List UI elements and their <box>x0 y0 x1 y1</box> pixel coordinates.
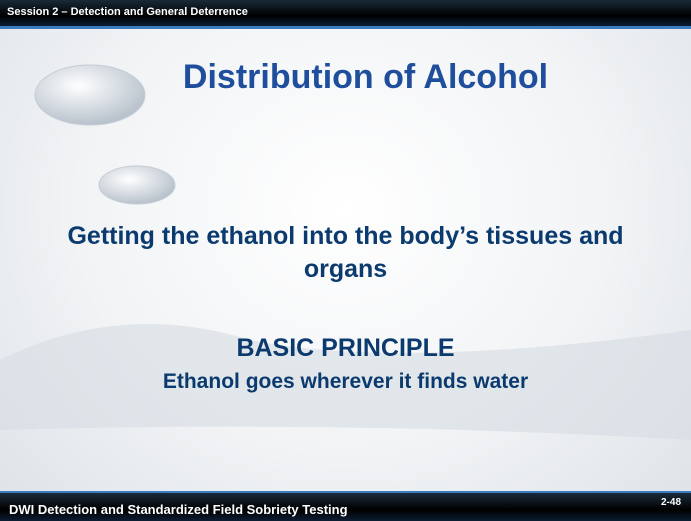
page-number: 2-48 <box>661 497 681 508</box>
course-name: DWI Detection and Standardized Field Sob… <box>9 502 348 517</box>
principle-heading: BASIC PRINCIPLE <box>0 334 691 363</box>
subtitle: Getting the ethanol into the body’s tiss… <box>0 220 691 286</box>
principle-text: Ethanol goes wherever it finds water <box>0 370 691 394</box>
footer-bar: DWI Detection and Standardized Field Sob… <box>0 493 691 521</box>
session-label: Session 2 – Detection and General Deterr… <box>7 6 248 18</box>
header-bar: Session 2 – Detection and General Deterr… <box>0 0 691 26</box>
slide-title: Distribution of Alcohol <box>0 58 691 97</box>
slide: Session 2 – Detection and General Deterr… <box>0 0 691 521</box>
divider <box>0 26 691 29</box>
